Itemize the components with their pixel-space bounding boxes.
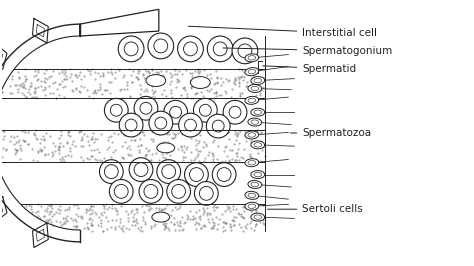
Ellipse shape [251,213,264,221]
Circle shape [134,163,148,177]
Circle shape [119,113,143,137]
Text: Interstitial cell: Interstitial cell [188,26,377,38]
Text: Spermatogonium: Spermatogonium [223,46,392,56]
Circle shape [232,38,258,64]
Ellipse shape [245,96,259,104]
Ellipse shape [251,141,264,149]
Circle shape [157,160,181,184]
Circle shape [164,100,188,124]
Circle shape [170,106,182,118]
Circle shape [129,158,153,181]
Circle shape [139,180,163,203]
Circle shape [162,165,176,178]
Ellipse shape [245,131,259,139]
Ellipse shape [251,77,264,85]
Ellipse shape [251,108,264,116]
Circle shape [217,168,231,181]
Circle shape [200,186,213,200]
Circle shape [172,184,185,198]
Circle shape [183,42,197,56]
Circle shape [223,100,247,124]
Text: Sertoli cells: Sertoli cells [267,204,363,214]
Circle shape [154,39,168,53]
Circle shape [110,104,122,116]
Circle shape [194,181,218,205]
Circle shape [104,165,118,178]
Circle shape [200,104,211,116]
Circle shape [206,114,230,138]
Ellipse shape [245,54,259,62]
Circle shape [140,102,152,114]
Circle shape [193,98,217,122]
Circle shape [179,113,202,137]
Text: Spermatozoa: Spermatozoa [290,128,372,138]
Circle shape [212,163,236,186]
Ellipse shape [245,191,259,199]
Circle shape [238,44,252,58]
Ellipse shape [245,202,259,210]
Ellipse shape [157,143,174,153]
Circle shape [190,168,203,181]
Circle shape [104,98,128,122]
Ellipse shape [245,68,259,76]
Ellipse shape [245,159,259,167]
Ellipse shape [248,85,262,92]
Circle shape [100,160,123,184]
Circle shape [114,184,128,198]
Circle shape [134,96,158,120]
Text: Spermatid: Spermatid [263,64,356,74]
Circle shape [229,106,241,118]
Circle shape [178,36,203,62]
Circle shape [207,36,233,62]
Circle shape [184,119,196,131]
Circle shape [109,180,133,203]
Circle shape [184,163,208,186]
Circle shape [155,117,167,129]
Circle shape [148,33,173,59]
Ellipse shape [191,77,210,89]
Circle shape [124,42,138,56]
Circle shape [212,120,224,132]
Circle shape [118,36,144,62]
Ellipse shape [251,171,264,178]
Ellipse shape [248,180,262,188]
Ellipse shape [152,212,170,222]
Circle shape [167,180,191,203]
Ellipse shape [248,118,262,126]
Circle shape [125,119,137,131]
Ellipse shape [146,75,166,86]
Circle shape [213,42,227,56]
Circle shape [144,184,158,198]
Circle shape [149,111,173,135]
